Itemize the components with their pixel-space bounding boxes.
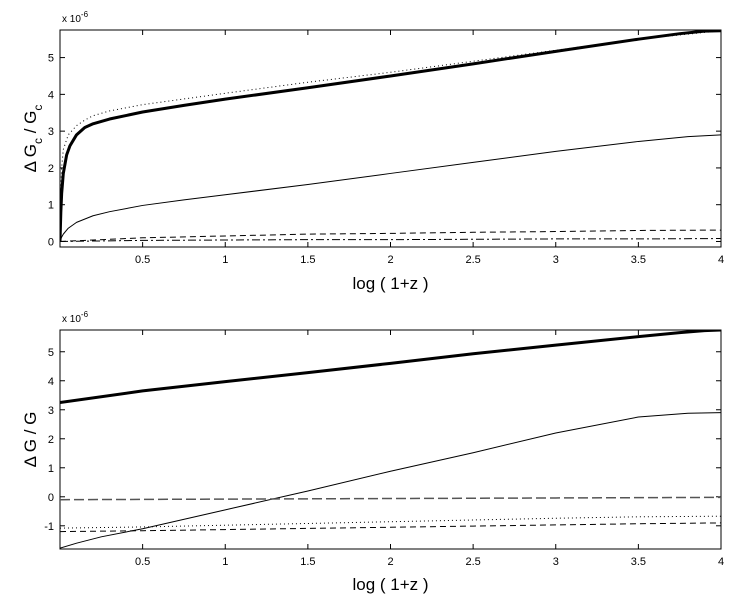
x-axis-label-top: log ( 1+z ) (352, 274, 428, 293)
x-axis-label-bottom: log ( 1+z ) (352, 575, 428, 594)
series-line-dash-dot (60, 238, 721, 242)
y-tick-label: 0 (48, 236, 54, 248)
series-line-thin-solid (60, 134, 721, 242)
y-tick-label: 1 (48, 200, 54, 212)
y-tick-label: 2 (48, 434, 54, 446)
x-tick-label: 0.5 (135, 556, 150, 568)
x-tick-label: 2.5 (465, 556, 480, 568)
series-line-gray-dashed (60, 496, 721, 501)
x-tick-label: 1.5 (300, 254, 315, 266)
y-axis-label-bottom: Δ G / G (21, 412, 40, 468)
axis-ticks-bottom: 0.5 1 1.5 2 2.5 3 3.5 4 -1 0 1 2 3 4 5 (44, 330, 724, 568)
series-line-dashed (60, 522, 721, 533)
x-tick-label: 3.5 (631, 556, 646, 568)
y-tick-label: -1 (44, 521, 54, 533)
y-tick-label: 5 (48, 53, 54, 65)
series-line-thick-solid (60, 30, 721, 242)
y-tick-label: 3 (48, 405, 54, 417)
y-tick-label: 2 (48, 163, 54, 175)
series-group-bottom (60, 330, 721, 549)
x-tick-label: 3.5 (631, 254, 646, 266)
y-tick-label: 3 (48, 126, 54, 138)
series-line-thick-solid (60, 330, 721, 405)
series-group-top (60, 30, 721, 242)
x-tick-label: 2 (387, 254, 393, 266)
plot-area-bottom (59, 329, 722, 550)
plot-area-top (59, 29, 722, 248)
bottom-panel: x 10-6 0.5 1 1.5 2 2.5 3 3.5 4 -1 0 1 2 3 4 5 log ( 1+… (21, 310, 724, 594)
x-tick-label: 3 (553, 254, 559, 266)
y-tick-label: 0 (48, 492, 54, 504)
y-tick-label: 5 (48, 347, 54, 359)
x-tick-label: 4 (718, 556, 724, 568)
y-tick-label: 4 (48, 89, 54, 101)
top-panel: x 10-6 0.5 1 1.5 2 2.5 3 3.5 4 0 1 2 3 4 5 log ( 1+z … (21, 10, 724, 293)
x-tick-label: 2 (387, 556, 393, 568)
x-tick-label: 1.5 (300, 556, 315, 568)
series-line-dotted (60, 30, 721, 242)
y-tick-label: 1 (48, 463, 54, 475)
y-multiplier-top: x 10-6 (62, 10, 89, 25)
y-axis-label-top: Δ Gc / Gc (21, 105, 45, 173)
x-tick-label: 0.5 (135, 254, 150, 266)
x-tick-label: 3 (553, 556, 559, 568)
axis-ticks-top: 0.5 1 1.5 2 2.5 3 3.5 4 0 1 2 3 4 5 (48, 30, 724, 266)
y-tick-label: 4 (48, 376, 54, 388)
series-line-thin-solid (60, 412, 721, 549)
x-tick-label: 2.5 (465, 254, 480, 266)
y-multiplier-bottom: x 10-6 (62, 310, 89, 325)
x-tick-label: 1 (222, 556, 228, 568)
x-tick-label: 4 (718, 254, 724, 266)
x-tick-label: 1 (222, 254, 228, 266)
series-line-dashed (60, 229, 721, 242)
